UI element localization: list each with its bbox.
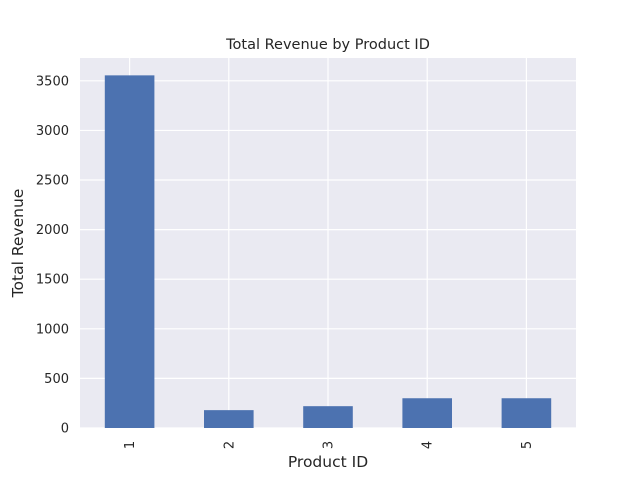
y-tick-label: 500 <box>44 372 69 387</box>
y-tick-label: 3500 <box>36 74 69 89</box>
chart-title: Total Revenue by Product ID <box>225 37 430 53</box>
bars <box>104 75 552 428</box>
y-tick-label: 0 <box>61 422 69 437</box>
y-tick-label: 1000 <box>36 322 69 337</box>
y-tick-label: 2500 <box>36 174 69 189</box>
x-tick-label: 1 <box>123 441 138 449</box>
x-tick-label: 5 <box>520 441 535 449</box>
y-tick-label: 1500 <box>36 273 69 288</box>
y-axis-ticks: 0 500 1000 1500 2000 2500 3000 3500 <box>36 74 69 436</box>
y-axis-label: Total Revenue <box>9 189 27 299</box>
bar-product-5 <box>501 398 552 428</box>
bar-product-2 <box>204 410 254 428</box>
x-tick-label: 4 <box>421 441 436 449</box>
x-tick-label: 2 <box>222 441 237 449</box>
bar-product-3 <box>303 406 353 428</box>
bar-product-1 <box>104 75 155 428</box>
x-axis-label: Product ID <box>288 453 368 471</box>
y-tick-label: 3000 <box>36 124 69 139</box>
x-axis-ticks: 1 2 3 4 5 <box>123 441 535 449</box>
bar-product-4 <box>402 398 452 428</box>
x-tick-label: 3 <box>322 441 337 449</box>
y-tick-label: 2000 <box>36 223 69 238</box>
